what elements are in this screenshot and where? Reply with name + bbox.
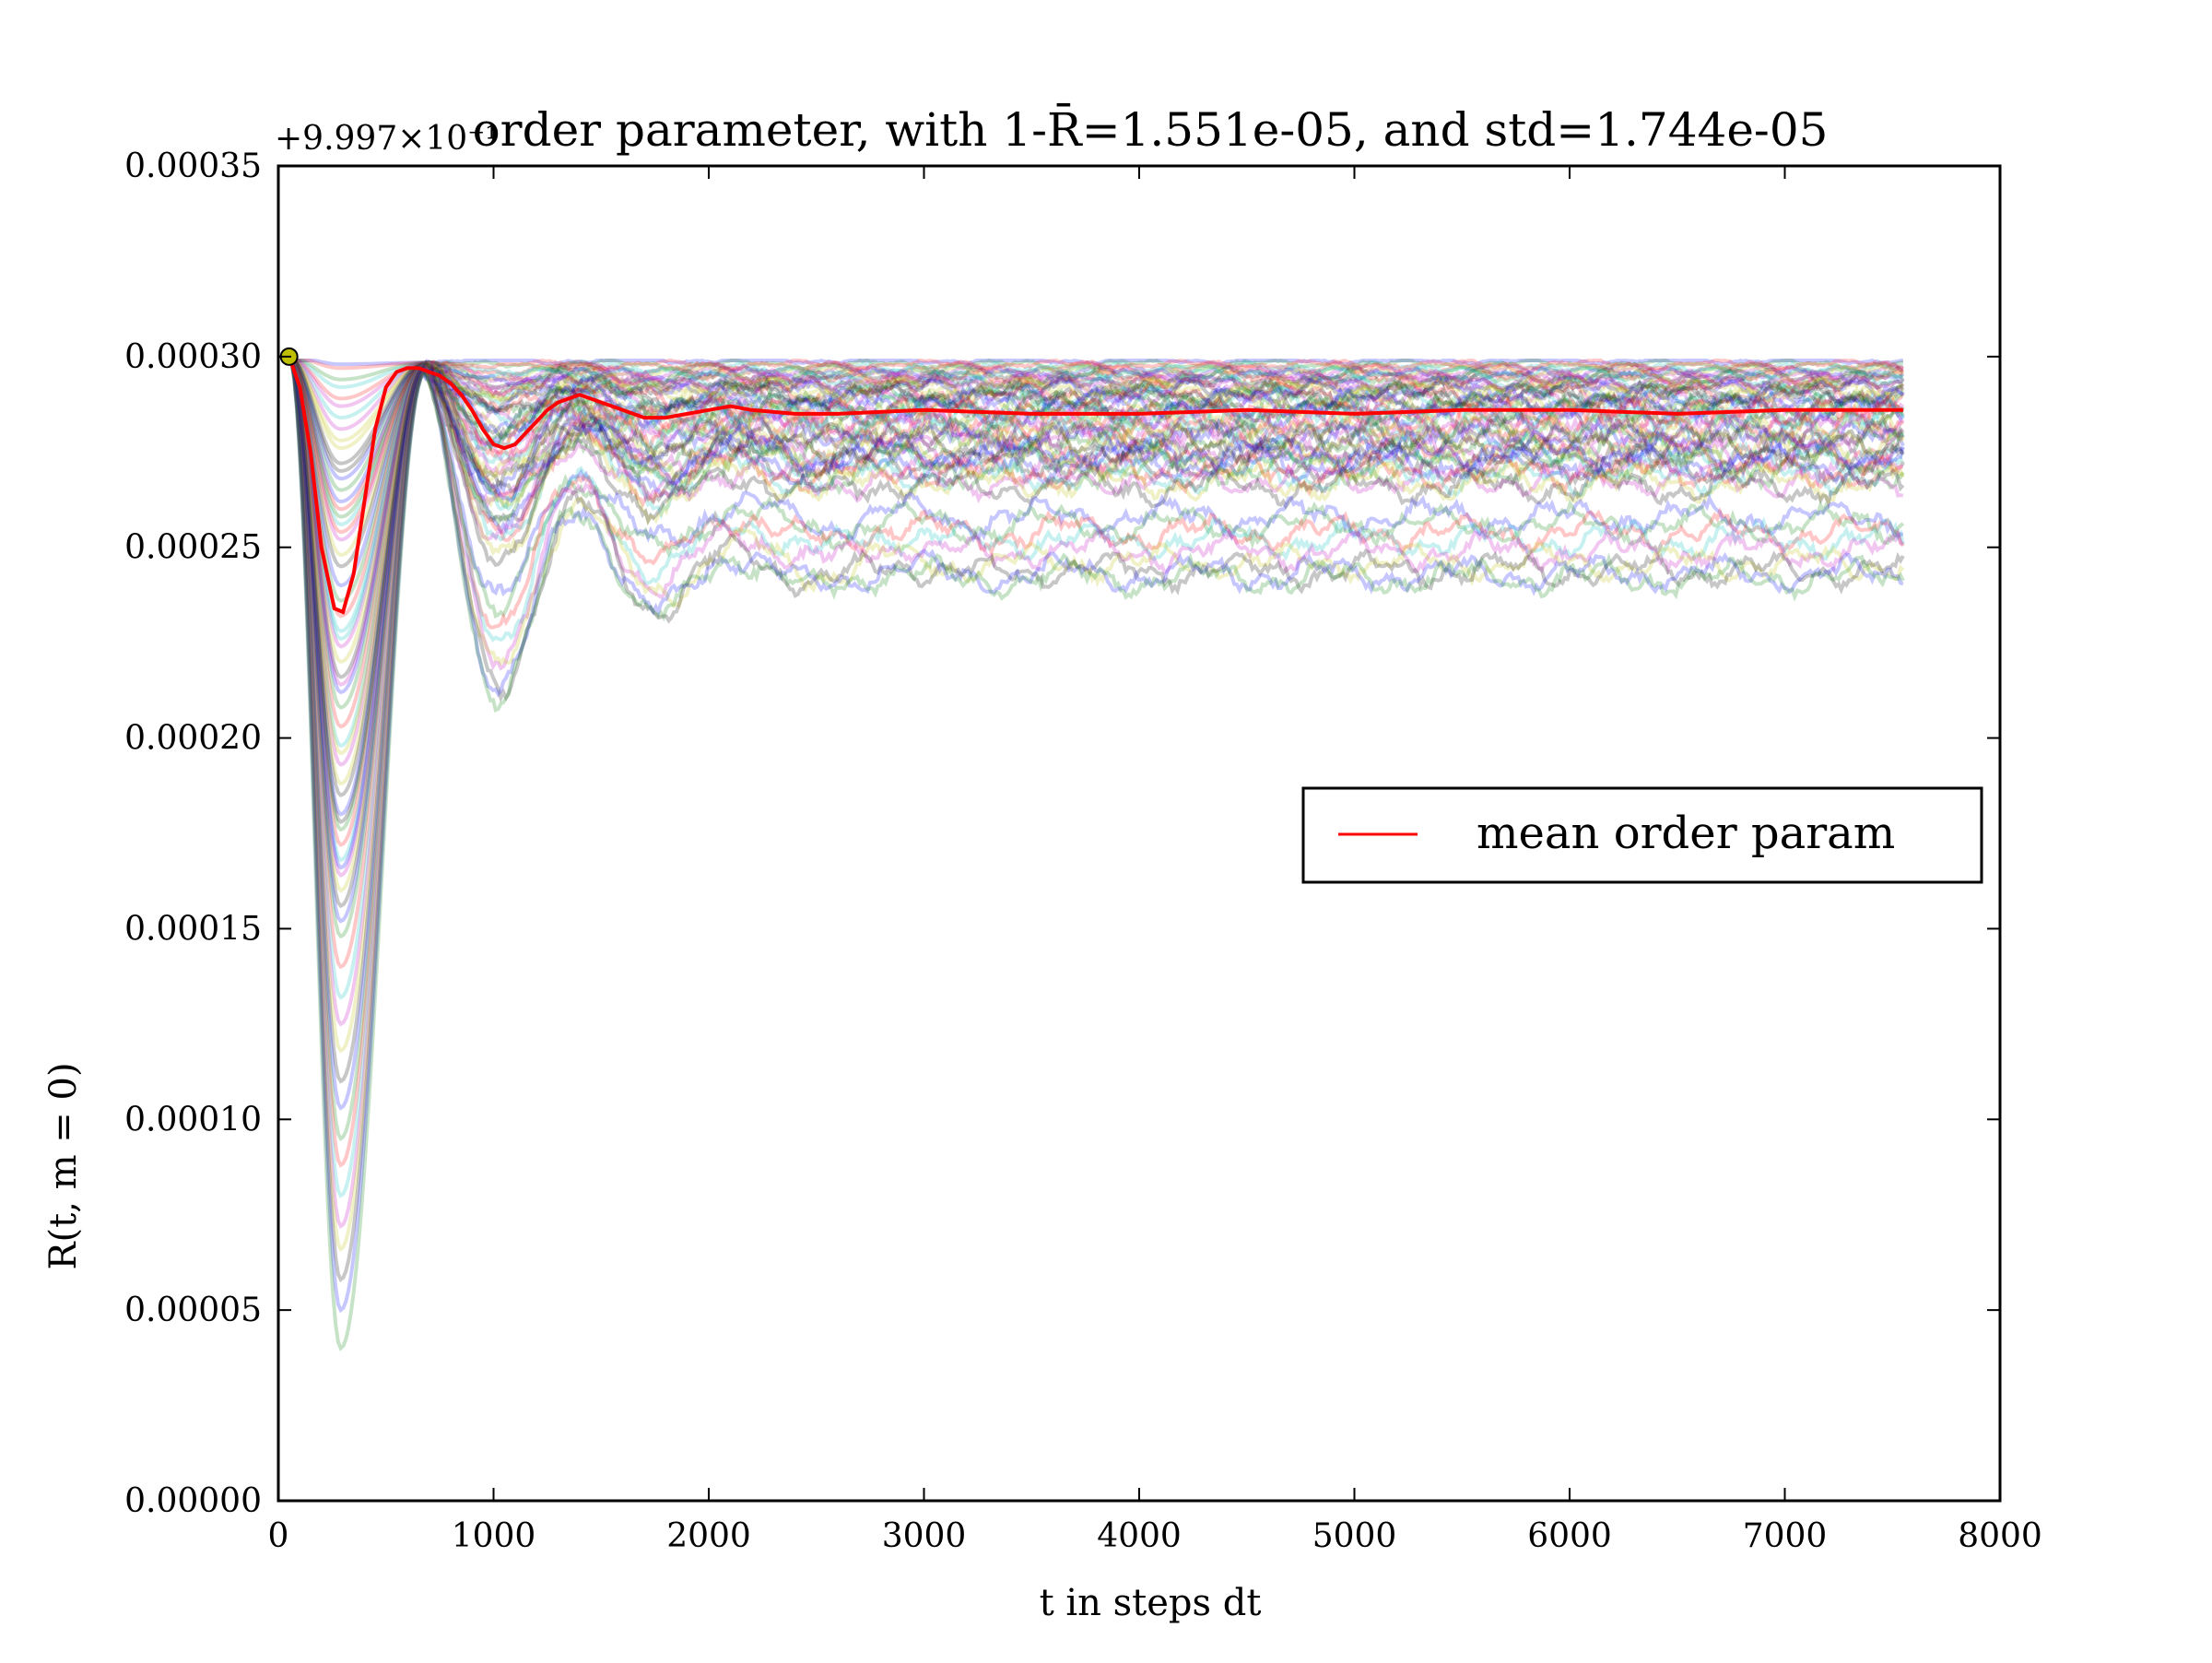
trajectory-line [288, 359, 1904, 1314]
y-tick-label: 0.00030 [124, 338, 262, 376]
trajectory-line [288, 358, 1905, 372]
x-tick-label: 2000 [666, 1517, 751, 1555]
trajectory-line [288, 359, 1905, 1351]
trajectory-line [288, 359, 1905, 1054]
trajectory-line [288, 359, 1904, 569]
chart-title: order parameter, with 1-R̄=1.551e-05, an… [473, 102, 1829, 157]
trajectory-line [288, 359, 1904, 749]
x-tick-label: 3000 [882, 1517, 967, 1555]
trajectory-line [288, 359, 1905, 442]
trajectory-line [288, 359, 1904, 401]
trajectory-line [288, 359, 1905, 825]
trajectory-line [288, 358, 1903, 382]
x-tick-label: 7000 [1743, 1517, 1828, 1555]
trajectory-line [288, 359, 1904, 466]
trajectory-line [288, 359, 1905, 687]
legend-entry-mean: mean order param [1477, 808, 1895, 859]
trajectory-line [288, 359, 1905, 1199]
y-tick-label: 0.00025 [124, 529, 262, 567]
trajectory-line [288, 359, 1905, 526]
trajectory-line [288, 359, 1904, 664]
trajectory-line [288, 359, 1904, 588]
trajectory-line [288, 359, 1905, 512]
trajectory-line [288, 359, 1904, 1111]
trajectory-line [288, 359, 1905, 767]
trajectory-line [288, 359, 1904, 756]
x-tick-label: 0 [268, 1517, 289, 1555]
trajectory-line [288, 359, 1905, 870]
trajectory-line [288, 359, 1905, 1000]
trajectory-line [288, 359, 1905, 1168]
trajectory-line [288, 359, 1904, 1027]
trajectory-line [288, 359, 1905, 1084]
y-tick-label: 0.00020 [124, 720, 262, 758]
trajectory-line [288, 359, 1905, 408]
trajectory-line [288, 359, 1905, 481]
trajectory-line [288, 359, 1905, 519]
x-tick-label: 5000 [1312, 1517, 1397, 1555]
trajectory-line [288, 359, 1905, 633]
x-tick-label: 6000 [1527, 1517, 1612, 1555]
trajectory-line [288, 359, 1905, 909]
trajectory-line [288, 359, 1905, 474]
trajectory-line [288, 359, 1905, 492]
mean-order-param-line [287, 356, 1903, 615]
x-tick-label: 8000 [1958, 1517, 2042, 1555]
trajectory-line [288, 359, 1903, 847]
trajectory-line [288, 359, 1904, 1230]
trajectory-line [288, 359, 1904, 390]
trajectory-line [288, 359, 1905, 939]
x-tick-label: 4000 [1097, 1517, 1182, 1555]
y-tick-label: 0.00005 [124, 1291, 262, 1329]
y-offset-label: +9.997×10⁻¹ [275, 120, 499, 158]
trajectory-line [288, 359, 1905, 1283]
trajectory-line [288, 359, 1904, 603]
y-axis-title: R(t, m = 0) [42, 1062, 85, 1269]
trajectory-line [288, 359, 1905, 970]
trajectory-line [288, 358, 1905, 649]
y-tick-label: 0.00000 [124, 1482, 262, 1520]
trajectory-line [288, 359, 1905, 863]
trajectory-line [288, 359, 1905, 695]
trajectory-line [288, 358, 1903, 367]
trajectory-line [288, 359, 1905, 786]
trajectory-line [288, 359, 1905, 1141]
trajectory-line [288, 359, 1905, 542]
trajectory-line [288, 359, 1905, 558]
trajectory-lines [288, 358, 1905, 1351]
trajectory-line [288, 359, 1904, 431]
trajectory-line [288, 359, 1905, 504]
trajectory-line [288, 359, 1905, 817]
x-axis-title: t in steps dt [1040, 1582, 1262, 1624]
trajectory-line [288, 359, 1903, 893]
trajectory-line [288, 359, 1904, 878]
trajectory-line [288, 359, 1905, 451]
trajectory-line [288, 359, 1904, 710]
trajectory-line [288, 359, 1904, 420]
trajectory-line [288, 359, 1905, 729]
x-tick-label: 1000 [452, 1517, 536, 1555]
trajectory-line [288, 359, 1905, 797]
y-tick-label: 0.00015 [124, 910, 262, 948]
trajectory-line [288, 359, 1905, 832]
trajectory-line [288, 359, 1904, 924]
legend: mean order param [1301, 786, 1983, 884]
y-tick-label: 0.00035 [124, 147, 262, 185]
trajectory-line [288, 359, 1905, 1253]
trajectory-line [288, 359, 1905, 619]
ticks: 0 1000 2000 3000 4000 5000 6000 7000 8000 0.00000… [124, 147, 2042, 1555]
y-tick-label: 0.00010 [124, 1101, 262, 1138]
